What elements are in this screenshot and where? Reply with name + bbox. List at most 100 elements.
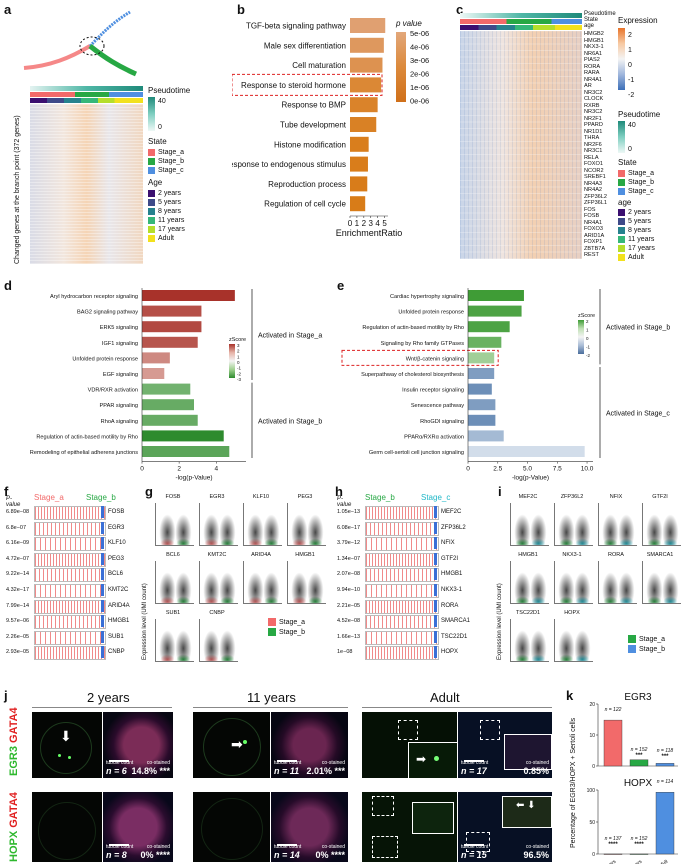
legend-a-age-5: Adult	[158, 235, 174, 242]
costained-label-egr3-2y: co-stained	[146, 760, 170, 766]
panel-f-stage-left: Stage_a	[34, 493, 64, 502]
tubule-label-hopx-11y: tubule count	[274, 844, 302, 850]
legend-a-age-1: 5 years	[158, 199, 181, 206]
legend-c-states: Stage_a Stage_b Stage_c	[618, 169, 654, 196]
age-bar-a	[30, 98, 143, 103]
tubule-label-egr3-11y: tubule count	[274, 760, 302, 766]
panel-f-row: 6.8e−07 EGR3	[6, 521, 136, 536]
panel-j-row1-label: EGR3 GATA4	[8, 707, 20, 776]
legend-c-expression-title: Expression	[618, 16, 658, 25]
panel-f-row: 9.22e−14 BCL6	[6, 568, 136, 583]
chart-panel-e: Cardiac hypertrophy signaling Unfolded pr…	[341, 288, 670, 482]
gene-label: KLF10	[108, 540, 126, 547]
violin-gene-title: HOPX	[564, 610, 580, 616]
violin-gene-title: TSC22D1	[515, 610, 541, 616]
panel-d-legend-gradient	[229, 344, 235, 378]
gene-label: SUB1	[108, 633, 124, 640]
panel-g-ylabel: Expression level (UMI count)	[142, 583, 148, 660]
panel-b-category-3: Response to steroid hormone	[241, 81, 347, 90]
legend-a-age-3: 11 years	[158, 217, 185, 224]
gene-label: EGR3	[108, 524, 125, 531]
legend-c-state-0: Stage_a	[628, 170, 655, 177]
violin-plot	[243, 503, 282, 546]
barcode-end-mark	[101, 568, 104, 581]
chart-panel-d: Aryl hydrocarbon receptor signaling BAG2 …	[30, 288, 322, 482]
panel-f-row: 2.93e−05 CNBP	[6, 646, 136, 661]
violin-plot	[243, 561, 282, 604]
panel-d-bar-9	[142, 430, 224, 442]
legend-a-ages: 2 years 5 years 8 years 11 years 17 year…	[148, 189, 185, 243]
panel-d-group-label-1: Activated in Stage_b	[258, 418, 322, 425]
barcode-plot	[365, 599, 439, 614]
gene-label: HMGB1	[441, 571, 463, 578]
gene-label-c: NKX3-1	[584, 44, 604, 50]
panel-h-row: 6.08e−17 ZFP36L2	[337, 521, 467, 536]
violin-gene-title: RORA	[608, 552, 624, 558]
panel-k-n-3-0: n = 122	[605, 707, 622, 713]
panel-k-ytick-4-0: 0	[592, 852, 595, 858]
panel-k-bar-3-1	[629, 759, 649, 767]
p-value: 2.07e−08	[337, 571, 361, 578]
barcode-plot	[365, 568, 439, 583]
violin-gene-title: EGR3	[209, 494, 225, 500]
p-value: 4.72e−07	[6, 555, 30, 562]
legend-c-age-4: 17 years	[628, 245, 655, 252]
panel-k-ytick-4-1: 50	[589, 820, 595, 826]
panel-e-xlabel: -log(p-Value)	[512, 475, 549, 482]
panel-b-xtick-4: 4	[375, 219, 380, 228]
panel-b-category-2: Cell maturation	[292, 61, 346, 70]
gene-label-c: HMGB1	[584, 37, 604, 44]
violin-plot	[199, 561, 238, 604]
legend-c-age-5: Adult	[628, 254, 644, 261]
panel-e-group-label-1: Activated in Stage_c	[606, 411, 670, 418]
panel-e-category-3: Signaling by Rho family GTPases	[381, 341, 465, 347]
panel-e-bar-7	[468, 399, 496, 411]
panel-label-j: j	[4, 688, 8, 703]
panel-e-bar-9	[468, 430, 504, 442]
barcode-end-mark	[434, 552, 437, 565]
panel-d-bar-8	[142, 414, 198, 426]
legend-c-exp-tick-0: 2	[628, 32, 632, 39]
p-value: 1.34e−07	[337, 555, 361, 562]
panel-label-a: a	[4, 2, 12, 17]
gene-label-c: ZFP36L1	[584, 200, 608, 206]
panel-b-legend-title: p value	[395, 19, 422, 28]
violin-cell: SUB1	[152, 610, 194, 662]
barcode-end-mark	[101, 630, 104, 643]
panel-k-n-4-2: n = 114	[657, 779, 674, 785]
panel-b-category-7: Response to endogenous stimulus	[232, 160, 346, 169]
panel-d-xtick-2: 4	[214, 466, 218, 473]
panel-b-legend-tick-1: 4e-06	[410, 43, 429, 52]
panel-h-row: 2.07e−08 HMGB1	[337, 568, 467, 583]
p-value: 2.26e−05	[6, 633, 30, 640]
costained-label-hopx-11y: co-stained	[321, 844, 345, 850]
legend-a-pt-tick-1: 20	[158, 110, 166, 117]
panel-b-bar-2	[350, 57, 383, 73]
tubule-label-egr3-adult: tubule count	[461, 760, 489, 766]
panel-label-k: k	[566, 688, 574, 703]
panel-b-category-8: Reproduction process	[268, 180, 346, 189]
barcode-plot	[365, 506, 439, 520]
violin-gene-title: MEF2C	[518, 494, 538, 500]
panel-h-row: 1e−08 HOPX	[337, 646, 467, 661]
gene-label-c: THRA	[584, 135, 600, 141]
p-value: 7.99e−14	[6, 602, 30, 609]
p-value: 2.93e−05	[6, 649, 30, 656]
heatmap-a-ylabel: Changed genes at the branch point (372 g…	[14, 115, 21, 264]
barcode-end-mark	[434, 584, 437, 596]
tubule-count-egr3-11y: n = 11	[274, 766, 300, 776]
tubule-count-hopx-2y: n = 8	[106, 850, 127, 860]
panel-k-bar-4-1	[629, 853, 649, 855]
panel-b-legend-tick-0: 5e-06	[410, 29, 429, 38]
gene-label-c: FOSB	[584, 213, 600, 219]
panel-b-bar-1	[350, 37, 384, 53]
panel-k-n-4-1: n = 152	[631, 836, 648, 842]
gene-label-c: NR1D1	[584, 128, 603, 135]
costained-label-egr3-11y: co-stained	[321, 760, 345, 766]
chart-panel-b: TGF-beta signaling pathway Male sex diffe…	[232, 18, 429, 238]
panel-e-bar-6	[468, 383, 492, 395]
gene-label: NFIX	[441, 540, 455, 547]
panel-e-xtick-0: 0	[466, 466, 470, 473]
legend-a-age-4: 17 years	[158, 226, 185, 233]
barcode-plot	[365, 630, 439, 645]
